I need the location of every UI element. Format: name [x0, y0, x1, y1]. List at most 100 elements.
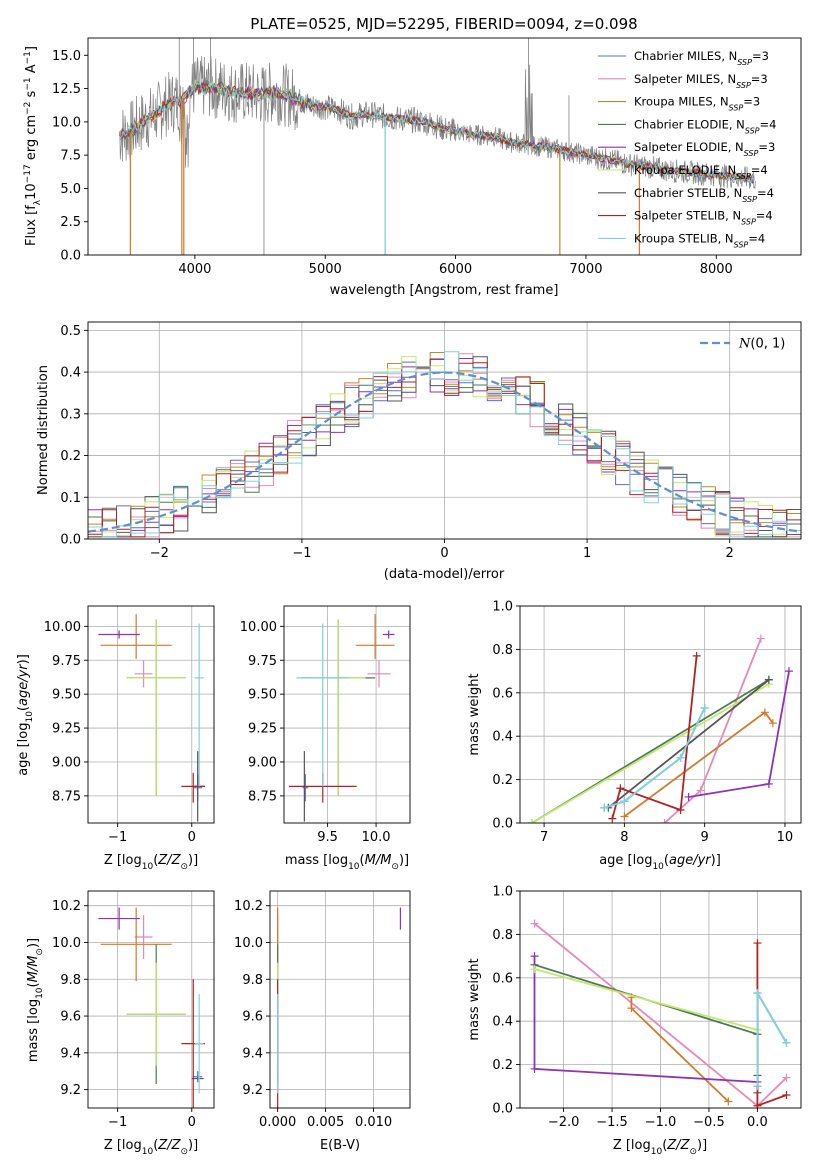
weight-line-5	[534, 968, 758, 1031]
y-tick-label: 0.3	[60, 407, 81, 422]
axes-mass_weight_vs_age: 7 8 9 10 0.0 0.2 0.4 0.6 0.8 1.0 age [log10(age/yr…	[467, 600, 802, 872]
x-tick-label: 0.005	[307, 1115, 344, 1130]
legend-entry: Chabrier ELODIE, NSSP=4	[634, 117, 776, 135]
y-tick-label: 0.0	[492, 1102, 513, 1117]
x-tick-label: 6000	[439, 262, 472, 277]
weight-marker	[756, 634, 765, 643]
y-tick-label: 12.5	[52, 82, 81, 97]
weight-marker	[530, 952, 539, 961]
x-tick-label: 4000	[178, 262, 211, 277]
y-tick-label: 0.4	[492, 1015, 513, 1030]
plot-area-mass_vs_ebv	[277, 907, 402, 1108]
weight-marker	[782, 1090, 791, 1099]
weight-line-8	[604, 707, 706, 809]
y-tick-label: 9.8	[60, 973, 81, 988]
axes-frame	[87, 605, 215, 824]
weight-marker	[782, 1073, 791, 1082]
y-tick-label: 9.8	[242, 973, 263, 988]
y-tick-label: 0.0	[492, 817, 513, 832]
x-tick-label: −1.5	[596, 1115, 628, 1130]
age-mass-x-label: mass [log10(M/M⊙)]	[285, 853, 409, 872]
x-tick-label: 0	[188, 830, 196, 845]
x-tick-label: −1	[292, 546, 311, 561]
axes-age_vs_Z: −1 0 8.75 9.00 9.25 9.50 9.75 10.00 Z [log10(Z/Z…	[16, 605, 215, 872]
weight-marker	[724, 1097, 733, 1106]
weight-marker	[764, 779, 773, 788]
residual-histogram-8	[88, 351, 801, 538]
y-tick-label: 10.00	[240, 620, 277, 635]
weight-marker	[764, 675, 773, 684]
axes-mass_vs_ebv: 0.000 0.005 0.010 9.2 9.4 9.6 9.8 10.0 10.2 E(B-V…	[234, 890, 411, 1153]
weight-y-label: mass weight	[467, 958, 482, 1040]
weight-marker	[676, 753, 685, 762]
x-tick-label: 0	[440, 546, 448, 561]
y-tick-label: 10.0	[234, 936, 263, 951]
axes-mass_vs_Z: −1 0 9.2 9.4 9.6 9.8 10.0 10.2 Z [log10(Z/Z⊙)] ma…	[26, 890, 215, 1157]
legend-entry: Salpeter MILES, NSSP=3	[634, 72, 768, 90]
plot-area-spectrum	[118, 38, 756, 255]
residuals-y-label: Normed distribution	[36, 365, 51, 495]
y-tick-label: 0.2	[60, 449, 81, 464]
mass-Z-y-label: mass [log10(M/M⊙)]	[26, 938, 45, 1062]
y-tick-label: 0.4	[60, 366, 81, 381]
x-tick-label: 7	[540, 830, 548, 845]
y-tick-label: 10.0	[52, 115, 81, 130]
axes-residuals: −2 −1 0 1 2 0.0 0.1 0.2 0.3 0.4 0.5 N(0, 1) (data-mo…	[36, 321, 802, 582]
weight-y-label: mass weight	[467, 673, 482, 755]
y-tick-label: 0.5	[60, 324, 81, 339]
x-tick-label: 10	[777, 830, 794, 845]
y-tick-label: 9.25	[52, 722, 81, 737]
axes-frame	[87, 890, 215, 1109]
figure-title: PLATE=0525, MJD=52295, FIBERID=0094, z=0…	[250, 15, 637, 33]
y-tick-label: 9.50	[248, 688, 277, 703]
x-tick-label: 2	[726, 546, 734, 561]
weight-x-label: Z [log10(Z/Z⊙)]	[613, 1138, 707, 1157]
y-tick-label: 15.0	[52, 49, 81, 64]
legend-entry: Kroupa MILES, NSSP=3	[634, 95, 760, 113]
y-tick-label: 10.00	[44, 620, 81, 635]
age-Z-x-label: Z [log10(Z/Z⊙)]	[104, 853, 198, 872]
weight-marker	[784, 667, 793, 676]
y-tick-label: 9.6	[60, 1010, 81, 1025]
axes-frame	[519, 605, 802, 824]
y-tick-label: 5.0	[60, 182, 81, 197]
weight-marker	[627, 1004, 636, 1013]
mass-ebv-x-label: E(B-V)	[320, 1138, 360, 1153]
y-tick-label: 9.75	[52, 654, 81, 669]
weight-marker	[620, 797, 629, 806]
x-tick-label: −2.0	[548, 1115, 580, 1130]
x-tick-label: 0.010	[355, 1115, 392, 1130]
y-tick-label: 1.0	[492, 885, 513, 900]
y-tick-label: 9.00	[248, 755, 277, 770]
x-tick-label: 5000	[309, 262, 342, 277]
y-tick-label: 0.2	[492, 1058, 513, 1073]
y-tick-label: 9.00	[52, 755, 81, 770]
plots-layer: 4000 5000 6000 7000 80000.02.55.07.510.012.5…	[16, 37, 802, 1157]
axes-spectrum: 4000 5000 6000 7000 8000 0.0 2.5 5.0 7.5 10.0 12.5…	[23, 37, 802, 298]
axes-frame	[283, 605, 411, 824]
y-tick-label: 0.8	[492, 928, 513, 943]
weight-marker	[660, 819, 669, 823]
weight-marker	[616, 784, 625, 793]
x-tick-label: 8	[620, 830, 628, 845]
legend-entry: Chabrier MILES, NSSP=3	[634, 49, 769, 67]
weight-marker	[600, 803, 609, 812]
y-tick-label: 0.0	[60, 249, 81, 264]
x-tick-label: 0.0	[747, 1115, 768, 1130]
axes-mass_weight_vs_Z: −2.0 −1.5 −1.0 −0.5 0.0 0.0 0.2 0.4 0.6 0.8 1.0 Z […	[467, 885, 802, 1157]
weight-marker	[528, 819, 537, 823]
spectrum-legend: Chabrier MILES, NSSP=3 Salpeter MILES, NS…	[598, 49, 776, 249]
mass-Z-x-label: Z [log10(Z/Z⊙)]	[104, 1138, 198, 1157]
x-tick-label: −1	[108, 830, 127, 845]
y-tick-label: 9.25	[248, 722, 277, 737]
legend-entry: Kroupa STELIB, NSSP=4	[634, 231, 765, 249]
plot-area-age_vs_Z	[98, 614, 206, 822]
weight-marker	[676, 805, 685, 814]
model-line-8	[120, 81, 755, 184]
y-tick-label: 9.4	[242, 1046, 263, 1061]
y-tick-label: 1.0	[492, 600, 513, 615]
weight-marker	[620, 812, 629, 821]
x-tick-label: 7000	[569, 262, 602, 277]
y-tick-label: 9.50	[52, 688, 81, 703]
plot-area-mass_weight_vs_Z	[530, 919, 791, 1108]
